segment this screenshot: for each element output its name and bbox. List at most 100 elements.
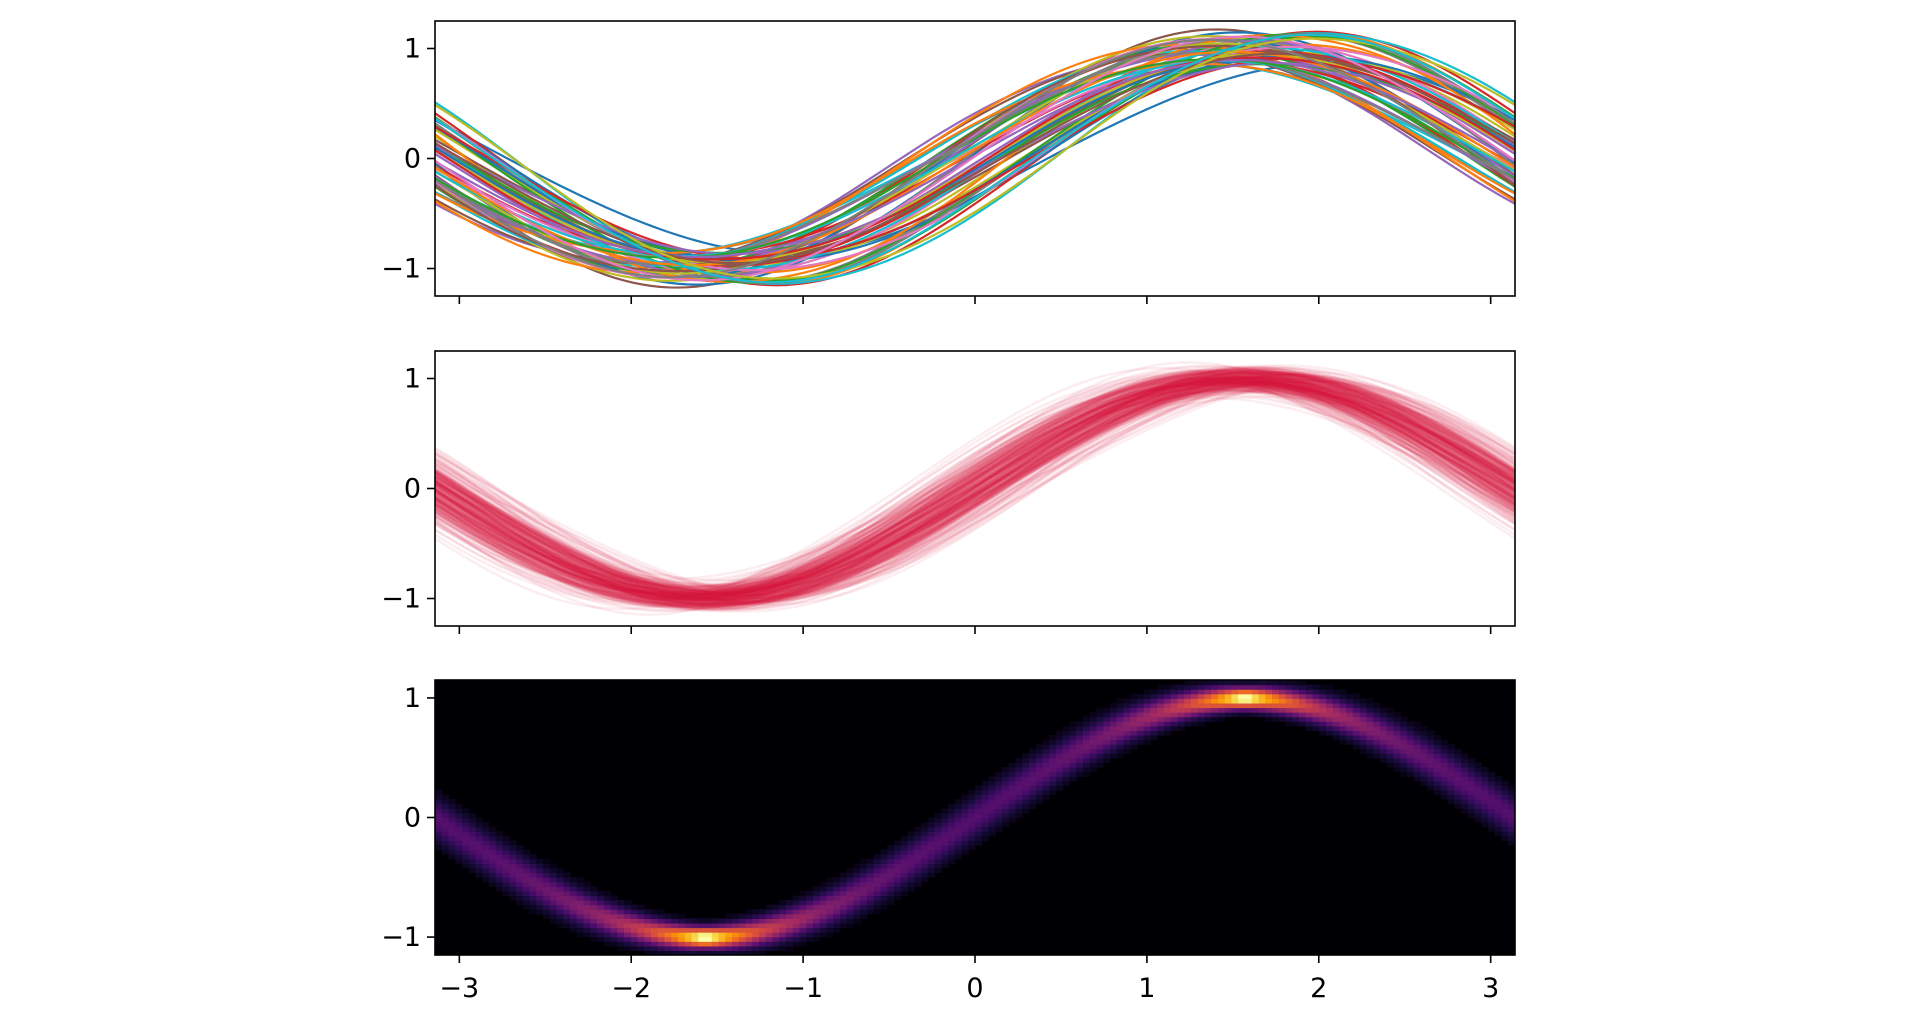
heatmap-cell	[1272, 707, 1280, 713]
heatmap-cell	[900, 854, 909, 860]
heatmap-cell	[1501, 826, 1509, 832]
heatmap-cell	[711, 918, 720, 924]
heatmap-cell	[1191, 698, 1199, 704]
heatmap-cell	[1380, 721, 1388, 727]
heatmap-cell	[570, 918, 578, 924]
heatmap-cell	[509, 895, 517, 901]
middle-series-line	[435, 377, 1515, 600]
heatmap-cell	[1177, 689, 1185, 695]
heatmap-cell	[934, 817, 942, 823]
heatmap-cell	[475, 831, 483, 837]
heatmap-cell	[1393, 712, 1401, 718]
heatmap-cell	[725, 918, 733, 924]
heatmap-cell	[981, 799, 990, 805]
heatmap-cell	[549, 900, 558, 906]
heatmap-cell	[543, 909, 551, 915]
heatmap-cell	[1116, 753, 1125, 759]
heatmap-cell	[1474, 790, 1482, 796]
heatmap-cell	[799, 890, 807, 897]
heatmap-cell	[968, 840, 976, 846]
heatmap-cell	[1002, 799, 1010, 805]
heatmap-cell	[1366, 748, 1374, 754]
heatmap-cell	[873, 904, 882, 910]
heatmap-cell	[1062, 767, 1071, 773]
heatmap-cell	[1143, 730, 1152, 736]
heatmap-cell	[1386, 753, 1395, 759]
heatmap-cell	[860, 895, 868, 901]
heatmap-cell	[1170, 707, 1179, 713]
heatmap-cell	[1177, 693, 1185, 699]
heatmap-cell	[826, 909, 834, 915]
heatmap-cell	[1062, 748, 1071, 754]
heatmap-cell	[1062, 762, 1071, 768]
top-series-line	[435, 38, 1515, 279]
heatmap-cell	[441, 803, 450, 809]
heatmap-cell	[975, 794, 983, 800]
heatmap-cell	[1015, 762, 1023, 768]
heatmap-cell	[759, 918, 767, 924]
heatmap-cell	[441, 799, 450, 805]
heatmap-cell	[1332, 725, 1341, 732]
heatmap-cell	[475, 822, 483, 828]
heatmap-cell	[1062, 739, 1071, 745]
heatmap-cell	[1042, 757, 1050, 764]
heatmap-cell	[1386, 735, 1395, 741]
heatmap-cell	[1015, 790, 1023, 796]
heatmap-cell	[1069, 762, 1077, 768]
heatmap-cell	[725, 927, 733, 933]
heatmap-cell	[556, 886, 564, 892]
middle-series-line	[435, 369, 1515, 608]
heatmap-cell	[1312, 712, 1320, 718]
middle-plot-area	[435, 361, 1515, 616]
heatmap-cell	[1339, 707, 1347, 713]
heatmap-cell	[549, 863, 558, 869]
middle-series-line	[435, 376, 1515, 601]
heatmap-cell	[927, 826, 936, 832]
heatmap-cell	[887, 872, 895, 878]
middle-series-line	[435, 380, 1515, 597]
heatmap-cell	[1400, 721, 1408, 727]
heatmap-cell	[1488, 803, 1496, 809]
heatmap-cell	[759, 932, 767, 938]
heatmap-cell	[1211, 707, 1219, 713]
heatmap-cell	[1029, 753, 1037, 759]
heatmap-cell	[509, 858, 517, 864]
heatmap-cell	[961, 822, 969, 828]
heatmap-cell	[1299, 712, 1307, 718]
middle-series-line	[435, 379, 1515, 598]
heatmap-cell	[880, 854, 888, 860]
heatmap-cell	[1089, 712, 1098, 718]
heatmap-cell	[1137, 698, 1145, 704]
heatmap-cell	[846, 900, 855, 906]
heatmap-cell	[1022, 767, 1030, 773]
middle-series-line	[435, 375, 1515, 602]
heatmap-cell	[1474, 767, 1482, 773]
heatmap-cell	[1400, 744, 1408, 750]
heatmap-cell	[995, 771, 1003, 777]
heatmap-cell	[1056, 744, 1064, 750]
heatmap-cell	[833, 886, 841, 892]
heatmap-cell	[536, 863, 544, 869]
middle-series-line	[435, 379, 1515, 598]
middle-series-line	[435, 376, 1515, 601]
heatmap-cell	[570, 913, 578, 919]
heatmap-cell	[1143, 702, 1152, 709]
heatmap-cell	[489, 826, 497, 832]
heatmap-cell	[435, 840, 443, 846]
heatmap-cell	[765, 936, 774, 942]
heatmap-cell	[880, 890, 888, 897]
middle-series-line	[435, 381, 1515, 596]
heatmap-cell	[455, 817, 463, 823]
heatmap-cell	[1454, 762, 1462, 768]
heatmap-cell	[1049, 762, 1057, 768]
heatmap-cell	[522, 863, 531, 869]
heatmap-cell	[1400, 730, 1408, 736]
heatmap-cell	[826, 886, 834, 892]
heatmap-cell	[468, 812, 477, 819]
heatmap-cell	[1474, 771, 1482, 777]
heatmap-cell	[1380, 735, 1388, 741]
heatmap-cell	[1150, 712, 1158, 718]
heatmap-cell	[846, 877, 855, 883]
heatmap-cell	[1488, 817, 1496, 823]
heatmap-cell	[927, 863, 936, 869]
